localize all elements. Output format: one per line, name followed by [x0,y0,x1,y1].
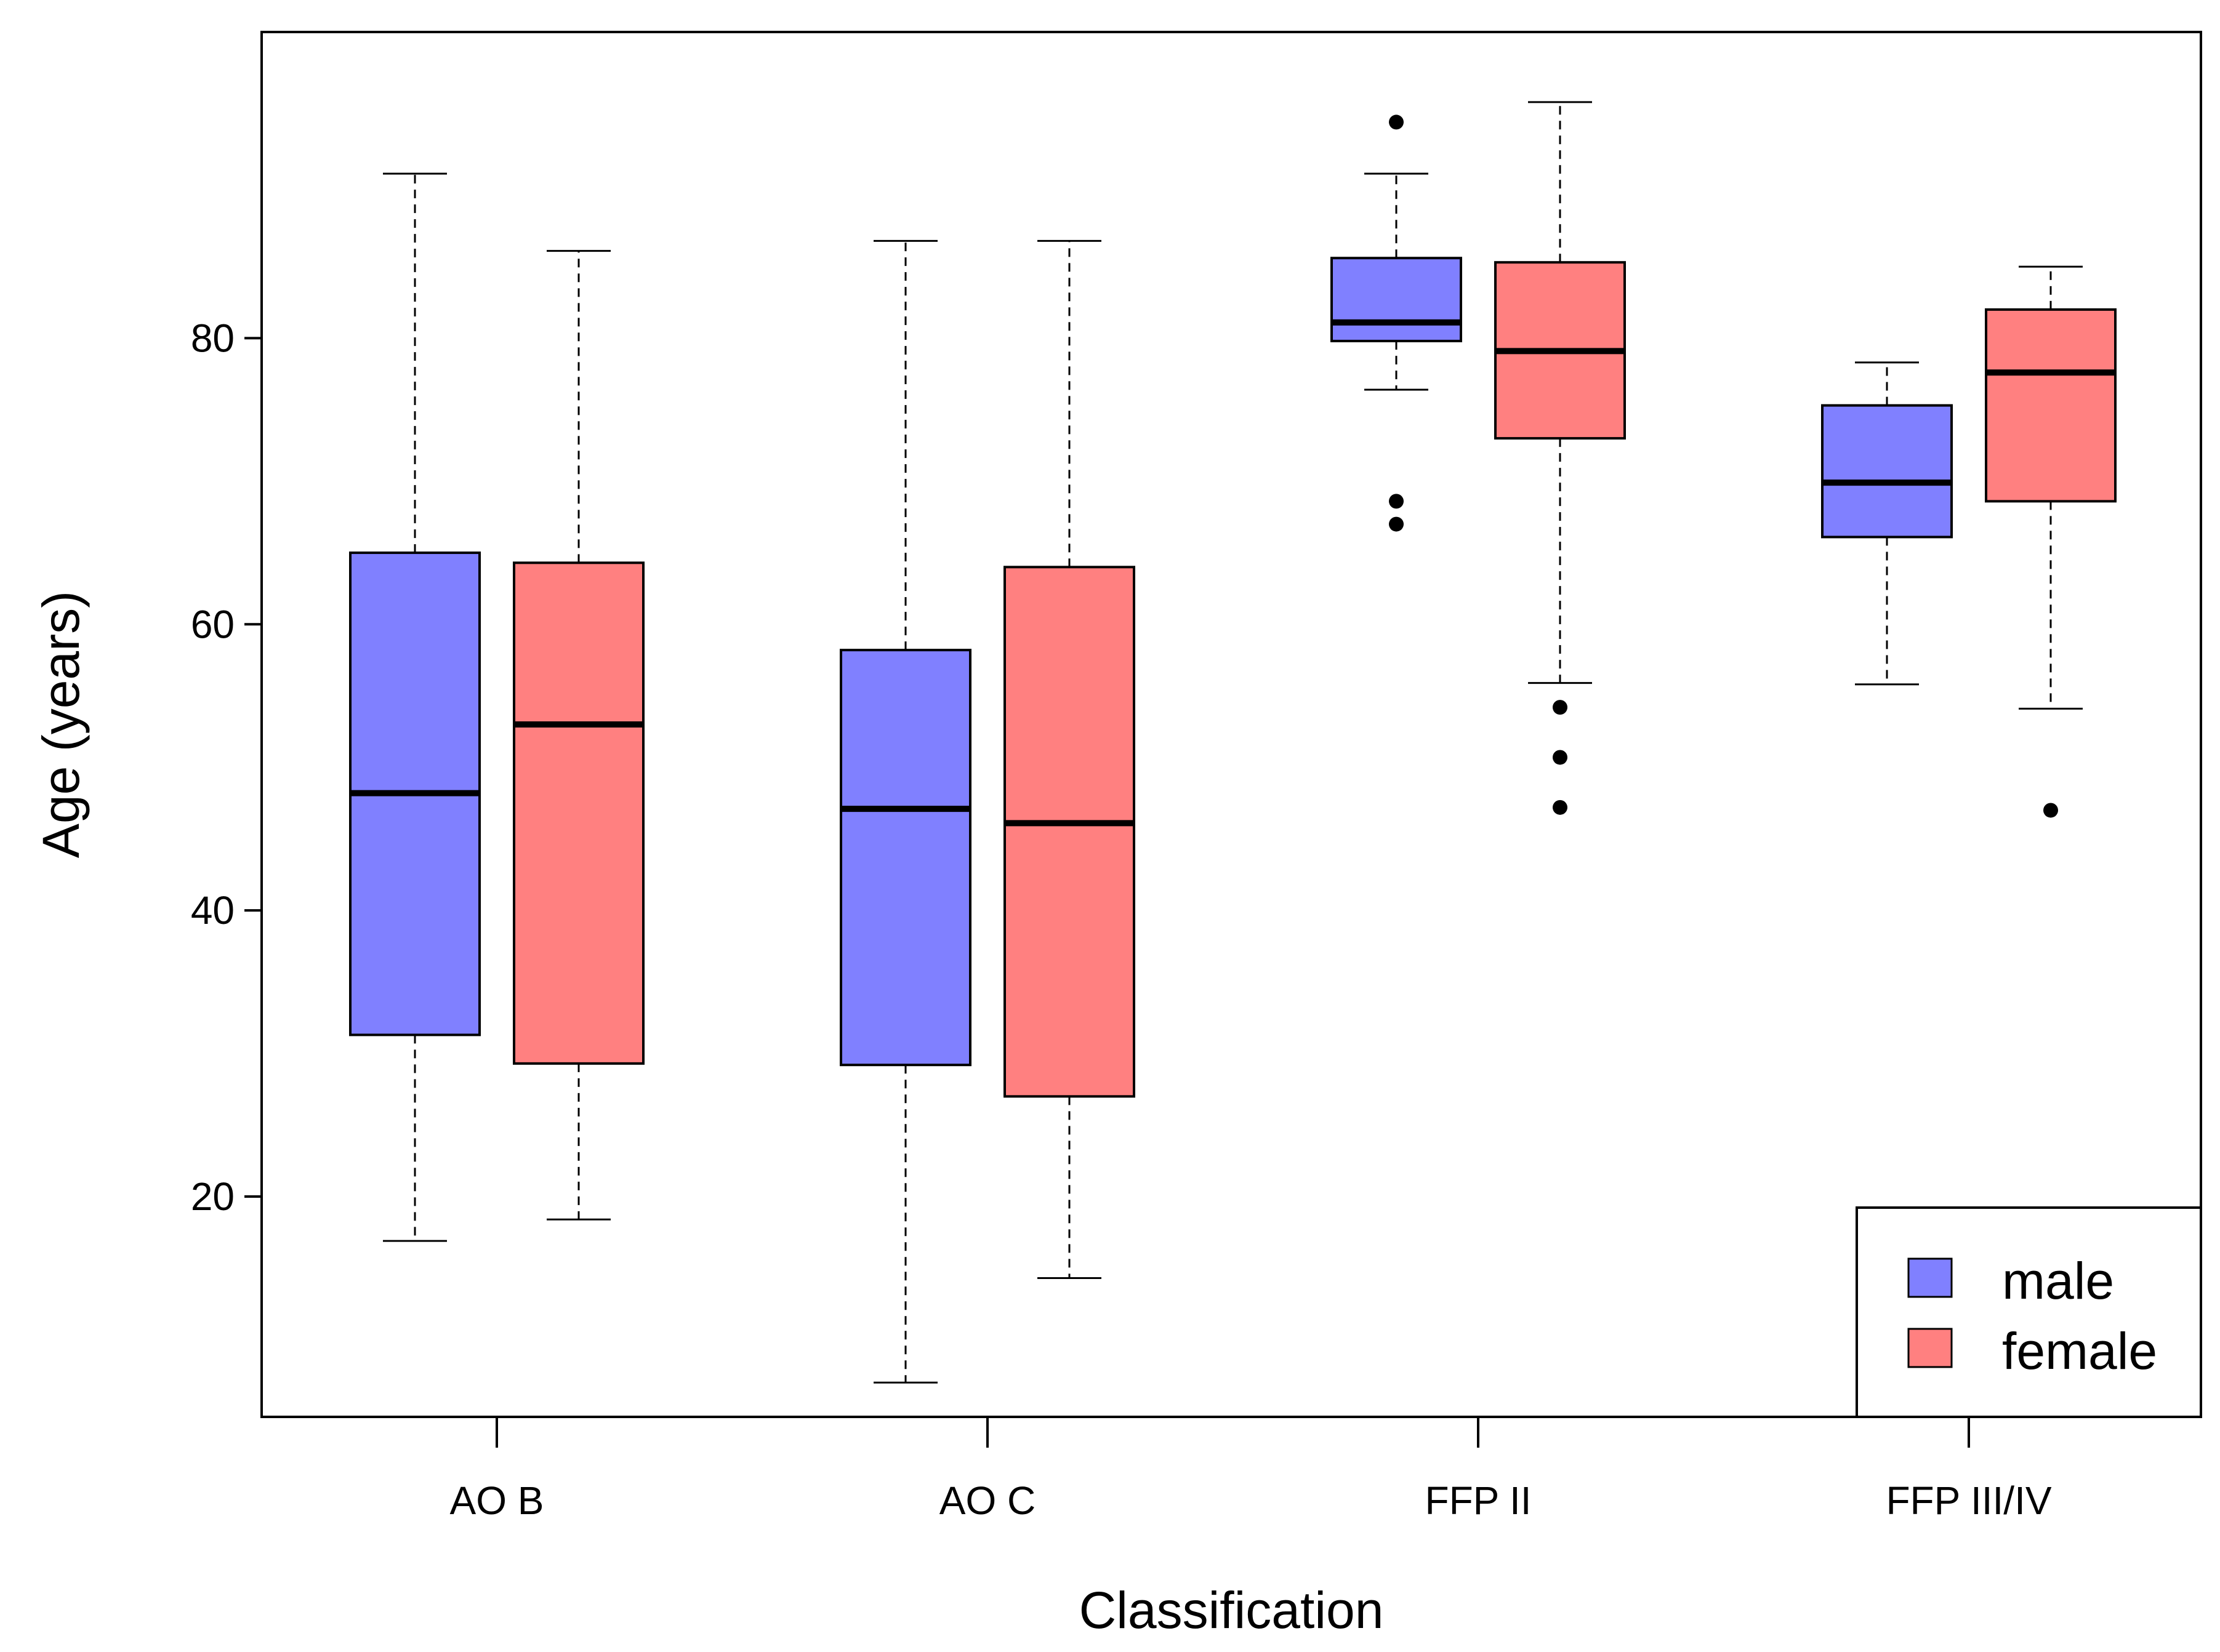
outlier-point-ffp-iii-iv-female-0 [2043,803,2058,818]
x-tick-label-ao-c: AO C [939,1478,1036,1523]
x-tick-label-ffp-ii: FFP II [1425,1478,1531,1523]
x-tick-label-ffp-iii-iv: FFP III/IV [1886,1478,2051,1523]
iqr-box-ao-c-female [1003,566,1135,1098]
box-series [349,101,2117,1384]
y-axis: 20 40 60 80 [191,316,262,1219]
y-axis-title: Age (years) [32,591,90,858]
x-tick-label-ao-b: AO B [450,1478,544,1523]
legend-frame [1856,1206,2202,1418]
box-ffp-ii-male [1330,114,1462,532]
iqr-box-ffp-iii-iv-male [1821,404,1953,539]
x-axis: AO B AO C FFP II FFP III/IV [450,1417,2052,1523]
outlier-point-ffp-ii-male-0 [1389,114,1404,130]
outlier-point-ffp-ii-female-2 [1553,800,1567,815]
iqr-box-ffp-iii-iv-female [1985,308,2117,503]
box-ao-b-male [349,172,481,1242]
y-tick-label-80: 80 [191,316,235,360]
iqr-box-ao-c-male [840,649,971,1067]
outlier-point-ffp-ii-male-1 [1389,494,1404,509]
box-ao-b-female [513,250,645,1221]
legend-swatch-male [1907,1257,1953,1298]
plot-frame [260,31,2202,1418]
legend-swatch-female [1907,1328,1953,1368]
box-ao-c-female [1003,239,1135,1280]
box-ffp-iii-iv-male [1821,361,1953,686]
box-ffp-iii-iv-female [1985,265,2117,818]
legend-label-female: female [2002,1322,2157,1380]
x-axis-title: Classification [1079,1581,1384,1639]
iqr-box-ao-b-female [513,561,645,1065]
outlier-point-ffp-ii-female-1 [1553,750,1567,765]
outlier-point-ffp-ii-male-2 [1389,516,1404,532]
outlier-point-ffp-ii-female-0 [1553,700,1567,715]
y-tick-label-60: 60 [191,602,235,646]
legend-label-male: male [2002,1252,2114,1310]
box-ao-c-male [840,239,971,1384]
y-tick-label-40: 40 [191,888,235,932]
y-tick-label-20: 20 [191,1174,235,1219]
legend: male female [1856,1206,2202,1418]
box-ffp-ii-female [1494,101,1626,815]
iqr-box-ffp-ii-male [1330,257,1462,343]
